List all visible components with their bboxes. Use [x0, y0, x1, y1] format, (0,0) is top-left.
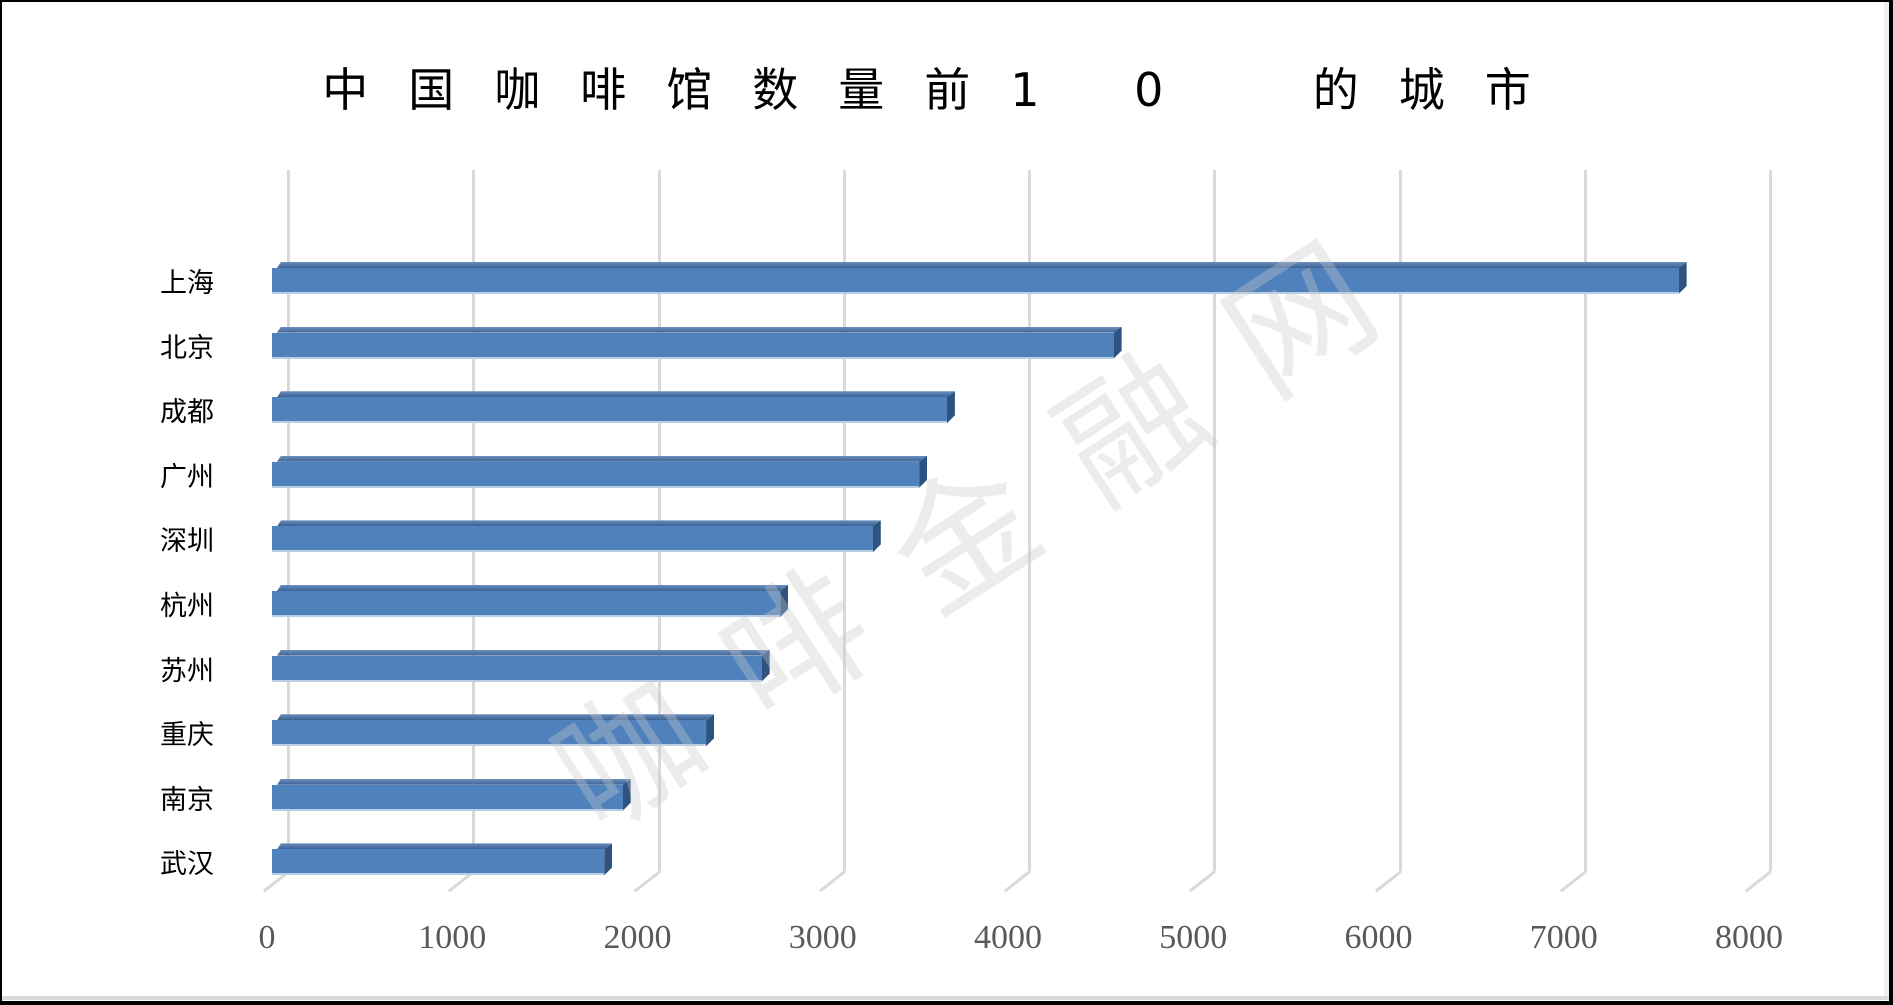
x-axis-tick-label: 7000: [1529, 919, 1598, 956]
bar-top-face: [277, 843, 612, 849]
bar: [272, 391, 955, 424]
bar-top-face: [277, 327, 1122, 333]
frame-bottom-edge: [2, 996, 1889, 1000]
y-axis-category-label: 成都: [160, 397, 214, 429]
x-axis-tick-label: 0: [258, 919, 276, 956]
bar-side-face: [946, 391, 955, 424]
gridline: [1213, 170, 1217, 871]
y-axis-category-label: 深圳: [160, 526, 214, 558]
gridline: [1769, 170, 1772, 871]
bar: [272, 649, 770, 682]
bar-top-face: [277, 391, 955, 397]
bar: [272, 262, 1687, 294]
bar-side-face: [706, 714, 715, 747]
chart-title: 中国咖啡馆数量前1 0 的城市: [322, 63, 1571, 117]
bar-front-face: [272, 784, 623, 811]
x-axis-tick-label: 8000: [1715, 919, 1783, 956]
bar-top-face: [277, 650, 770, 656]
x-axis-tick-label: 4000: [974, 919, 1042, 956]
bar-front-face: [272, 526, 873, 553]
bar-side-face: [780, 585, 789, 617]
bar: [272, 585, 789, 617]
bar-front-face: [272, 461, 920, 488]
bar-front-face: [272, 591, 781, 617]
y-axis-category-label: 武汉: [160, 849, 214, 881]
x-axis-tick-label: 6000: [1344, 919, 1413, 956]
y-axis-category-label: 重庆: [160, 720, 214, 752]
bar: [272, 843, 613, 876]
bar-top-face: [277, 520, 881, 526]
bar-top-face: [277, 714, 714, 720]
gridline: [1398, 170, 1402, 871]
bar-side-face: [604, 843, 613, 876]
bar: [272, 714, 715, 747]
y-axis-category-label: 苏州: [160, 655, 214, 687]
gridline: [1583, 170, 1587, 871]
bar: [272, 326, 1122, 359]
y-axis-category-label: 上海: [160, 268, 214, 299]
y-axis-category-label: 南京: [160, 784, 214, 816]
bar-side-face: [1113, 326, 1122, 359]
x-axis-tick-label: 3000: [788, 919, 857, 956]
bar: [272, 520, 881, 553]
gridline: [1028, 170, 1031, 871]
x-axis-tick-label: 5000: [1159, 919, 1228, 956]
bar-front-face: [272, 332, 1114, 359]
bar-side-face: [761, 649, 770, 682]
bar-front-face: [272, 268, 1679, 294]
bar-top-face: [277, 262, 1687, 268]
bar-top-face: [277, 585, 788, 591]
bar-top-face: [277, 779, 631, 785]
bar-front-face: [272, 849, 605, 876]
bar-side-face: [622, 778, 631, 811]
bar: [272, 455, 928, 488]
bar-side-face: [1678, 262, 1687, 294]
y-axis-category-label: 广州: [160, 461, 214, 493]
bar-front-face: [272, 720, 707, 747]
y-axis-category-label: 北京: [160, 332, 214, 364]
frame-right-edge: [1884, 2, 1889, 996]
bar-side-face: [919, 455, 928, 488]
x-axis-tick-label: 2000: [603, 919, 672, 956]
bar-front-face: [272, 655, 762, 682]
x-axis-tick-label: 1000: [418, 919, 487, 956]
y-axis-category-label: 杭州: [160, 591, 214, 622]
bar-front-face: [272, 397, 947, 424]
bar-top-face: [277, 456, 927, 462]
bar-side-face: [872, 520, 881, 553]
bar: [272, 778, 631, 811]
